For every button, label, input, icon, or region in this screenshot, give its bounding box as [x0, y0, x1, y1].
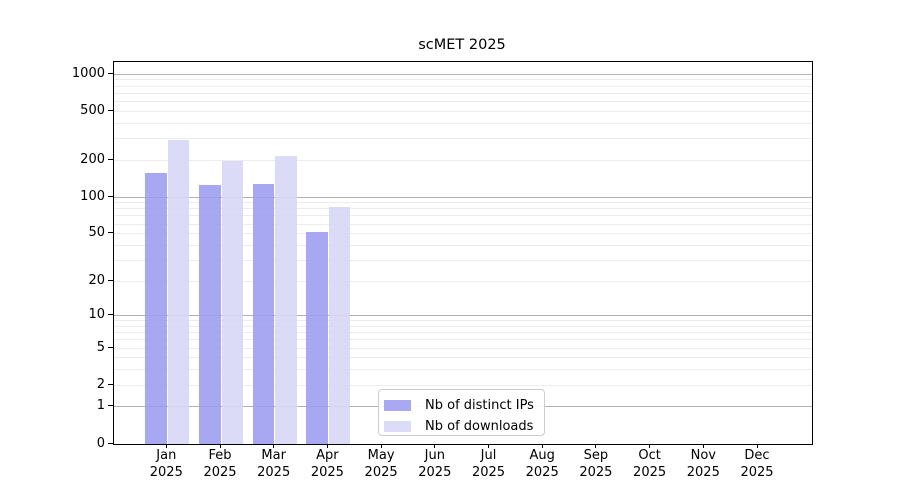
y-tick-50 — [108, 232, 113, 234]
gridline-minor-2 — [114, 384, 812, 386]
x-tick-label-jul-2025: Jul 2025 — [471, 448, 506, 480]
x-tick-label-feb-2025: Feb 2025 — [203, 448, 237, 480]
x-tick-label-jun-2025: Jun 2025 — [418, 448, 452, 480]
gridline-minor-900 — [114, 79, 812, 81]
gridline-minor-7 — [114, 332, 812, 334]
bar-nb-of-downloads-jan-2025 — [167, 140, 190, 444]
x-tick-nov-2025 — [702, 444, 704, 448]
x-tick-label-dec-2025: Dec 2025 — [740, 448, 774, 480]
x-tick-aug-2025 — [541, 444, 543, 448]
gridline-minor-90 — [114, 202, 812, 204]
x-tick-dec-2025 — [756, 444, 758, 448]
bar-nb-of-downloads-feb-2025 — [221, 161, 243, 444]
x-tick-feb-2025 — [219, 444, 221, 448]
x-tick-label-aug-2025: Aug 2025 — [525, 448, 559, 480]
x-tick-label-sep-2025: Sep 2025 — [579, 448, 613, 480]
legend-swatch-downloads-icon — [384, 421, 411, 432]
x-tick-label-oct-2025: Oct 2025 — [633, 448, 667, 480]
y-tick-label-200: 200 — [80, 151, 105, 167]
gridline-minor-30 — [114, 259, 812, 261]
legend-swatch-distinct-ips-icon — [384, 400, 411, 411]
y-tick-label-5: 5 — [96, 339, 105, 355]
y-tick-label-20: 20 — [88, 272, 105, 288]
x-tick-jan-2025 — [165, 444, 167, 448]
gridline-minor-40 — [114, 244, 812, 246]
x-tick-jun-2025 — [434, 444, 436, 448]
y-tick-label-2: 2 — [96, 376, 105, 392]
gridline-minor-50 — [114, 233, 812, 235]
x-tick-oct-2025 — [649, 444, 651, 448]
y-tick-label-0: 0 — [96, 435, 105, 451]
bar-nb-of-distinct-ips-feb-2025 — [199, 184, 221, 444]
gridline-minor-300 — [114, 138, 812, 140]
gridline-minor-60 — [114, 223, 812, 225]
y-tick-500 — [108, 109, 113, 111]
legend: Nb of distinct IPs Nb of downloads — [378, 389, 545, 436]
gridline-major-100 — [114, 196, 812, 198]
gridline-minor-800 — [114, 85, 812, 87]
gridline-minor-3 — [114, 369, 812, 371]
x-tick-label-apr-2025: Apr 2025 — [310, 448, 344, 480]
gridline-minor-4 — [114, 357, 812, 359]
y-tick-label-1000: 1000 — [71, 65, 105, 81]
y-tick-label-500: 500 — [80, 102, 105, 118]
y-tick-10 — [108, 314, 113, 316]
bar-nb-of-downloads-mar-2025 — [275, 156, 297, 444]
y-tick-2 — [108, 383, 113, 385]
legend-item-downloads: Nb of downloads — [384, 417, 544, 436]
y-tick-100 — [108, 195, 113, 197]
gridline-minor-9 — [114, 320, 812, 322]
plot-area — [113, 61, 813, 445]
gridline-minor-70 — [114, 215, 812, 217]
y-tick-label-10: 10 — [88, 307, 105, 323]
y-tick-1 — [108, 405, 113, 407]
gridline-minor-80 — [114, 208, 812, 210]
x-tick-apr-2025 — [326, 444, 328, 448]
y-tick-20 — [108, 279, 113, 281]
y-tick-5 — [108, 346, 113, 348]
x-tick-label-jan-2025: Jan 2025 — [149, 448, 183, 480]
gridline-minor-8 — [114, 325, 812, 327]
y-tick-label-1: 1 — [96, 398, 105, 414]
x-tick-mar-2025 — [273, 444, 275, 448]
gridline-minor-200 — [114, 159, 812, 161]
gridline-minor-400 — [114, 122, 812, 124]
gridline-major-10 — [114, 315, 812, 317]
chart-title: scMET 2025 — [418, 37, 506, 53]
gridline-minor-5 — [114, 347, 812, 349]
x-tick-label-may-2025: May 2025 — [364, 448, 398, 480]
gridline-minor-600 — [114, 101, 812, 103]
x-tick-label-nov-2025: Nov 2025 — [686, 448, 720, 480]
gridline-minor-500 — [114, 110, 812, 112]
gridline-minor-20 — [114, 280, 812, 282]
legend-label-distinct-ips: Nb of distinct IPs — [425, 398, 534, 413]
gridline-minor-6 — [114, 339, 812, 341]
x-tick-label-mar-2025: Mar 2025 — [257, 448, 291, 480]
y-tick-200 — [108, 158, 113, 160]
y-tick-label-100: 100 — [80, 188, 105, 204]
gridline-minor-700 — [114, 92, 812, 94]
x-tick-sep-2025 — [595, 444, 597, 448]
x-tick-may-2025 — [380, 444, 382, 448]
y-tick-1000 — [108, 72, 113, 74]
x-tick-jul-2025 — [488, 444, 489, 448]
bar-nb-of-distinct-ips-mar-2025 — [252, 184, 275, 444]
gridline-major-1000 — [114, 73, 812, 75]
y-tick-label-50: 50 — [88, 225, 105, 241]
legend-item-distinct-ips: Nb of distinct IPs — [384, 396, 544, 415]
y-tick-0 — [108, 442, 113, 444]
legend-label-downloads: Nb of downloads — [425, 419, 534, 434]
bar-nb-of-distinct-ips-jan-2025 — [145, 173, 167, 444]
bar-nb-of-downloads-apr-2025 — [328, 206, 351, 444]
bar-nb-of-distinct-ips-apr-2025 — [306, 231, 328, 444]
